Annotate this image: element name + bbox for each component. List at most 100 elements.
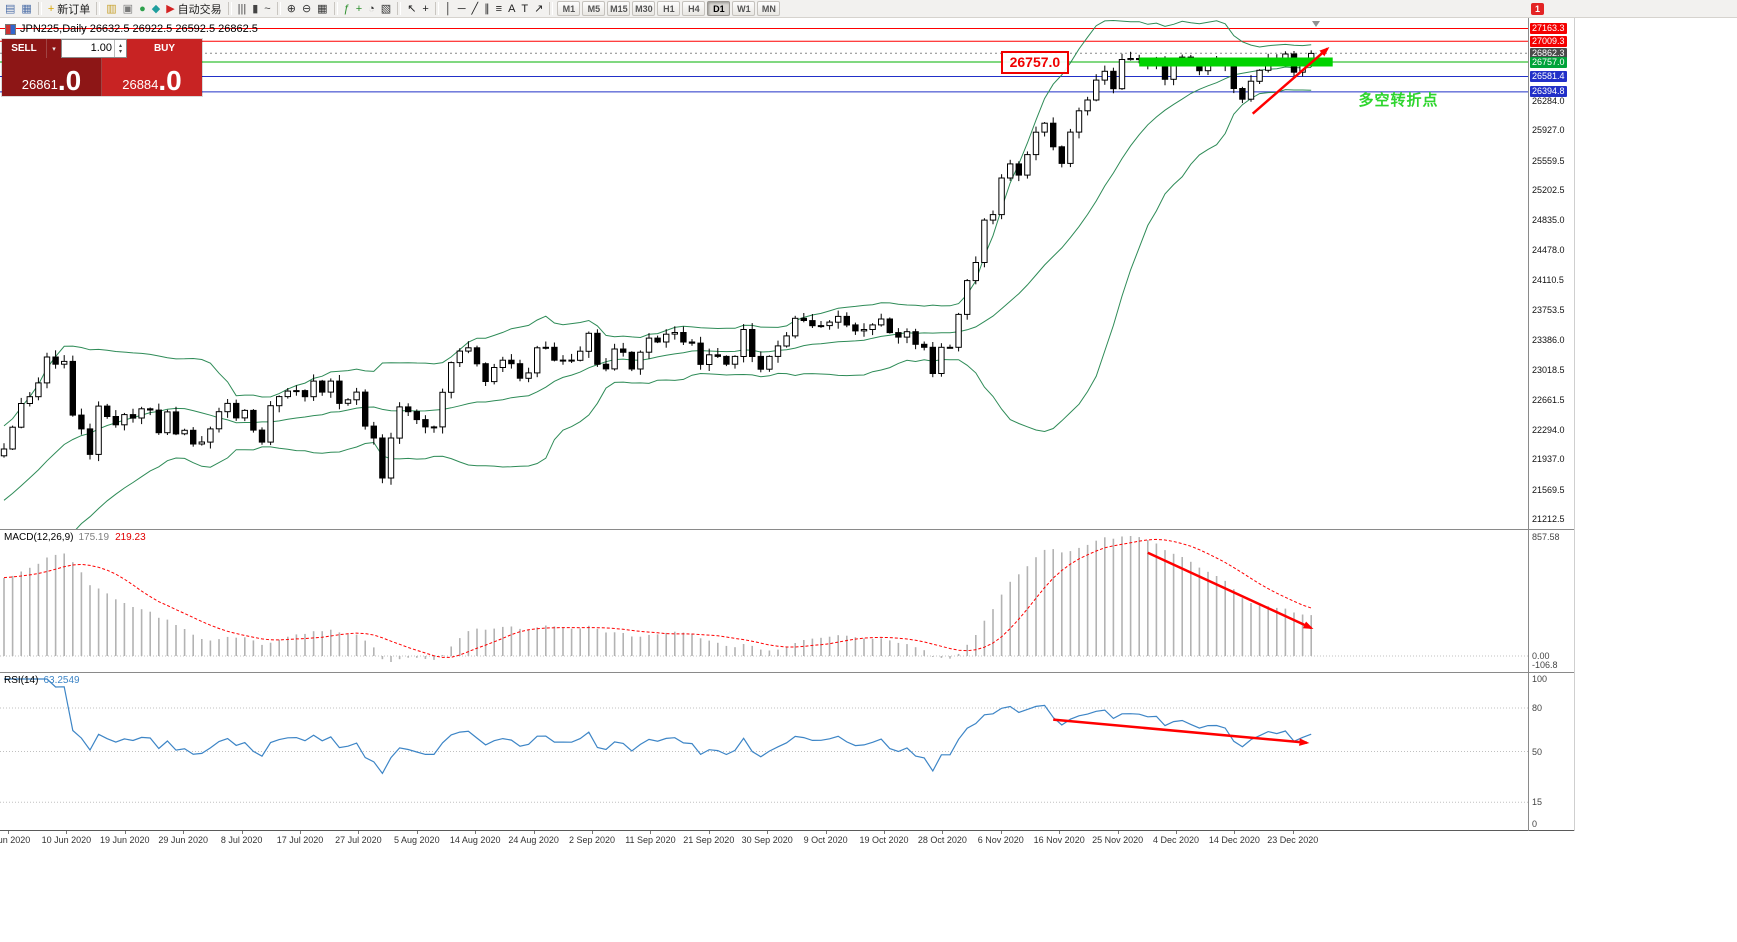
line-chart-icon[interactable]: ~ bbox=[261, 1, 273, 17]
macd-signal-line bbox=[3, 538, 1312, 658]
toolbar-separator bbox=[96, 2, 101, 15]
rsi-chart[interactable] bbox=[0, 673, 1528, 830]
zoom-in-icon[interactable]: ⊕ bbox=[284, 1, 299, 17]
zoom-out-icon[interactable]: ⊖ bbox=[299, 1, 314, 17]
time-axis-label: 27 Jul 2020 bbox=[335, 835, 382, 845]
buy-button[interactable]: BUY bbox=[127, 39, 202, 58]
volume-value[interactable]: 1.00 bbox=[90, 42, 112, 54]
time-axis[interactable]: 1 Jun 2020 10 Jun 2020 19 Jun 2020 29 Jun 2… bbox=[0, 831, 1575, 849]
navigator-icon[interactable]: ● bbox=[136, 1, 149, 17]
templates-icon[interactable]: ▧ bbox=[378, 1, 394, 17]
time-axis-tick bbox=[1059, 831, 1061, 834]
vertical-line-icon[interactable]: │ bbox=[442, 1, 455, 17]
zoom-out-icon: ⊖ bbox=[301, 2, 312, 15]
time-axis-tick bbox=[533, 831, 535, 834]
sell-button[interactable]: SELL bbox=[2, 39, 46, 58]
auto-trading-button: ▶ bbox=[166, 2, 175, 15]
tile-windows-icon[interactable]: ▦ bbox=[314, 1, 330, 17]
tab-timeframe-M30[interactable]: M30 bbox=[632, 1, 656, 16]
turning-point-note[interactable]: 多空转折点 bbox=[1358, 91, 1439, 109]
bar-chart-icon: ||| bbox=[237, 2, 247, 15]
text-label-icon[interactable]: T bbox=[518, 1, 531, 17]
time-axis-label: 29 Jun 2020 bbox=[158, 835, 208, 845]
panel-separator[interactable] bbox=[0, 672, 1575, 673]
price-axis-label: 25202.5 bbox=[1532, 185, 1565, 196]
data-window-icon[interactable]: ▣ bbox=[120, 1, 136, 17]
sell-price-display[interactable]: 26861.0 bbox=[2, 58, 102, 96]
indicators-icon[interactable]: ƒ bbox=[341, 1, 353, 17]
macd-axis[interactable]: 857.58 0.00 -106.8 bbox=[1529, 530, 1574, 672]
rsi-panel[interactable]: RSI(14) 63.2549 bbox=[0, 673, 1528, 830]
crosshair-icon: + bbox=[422, 2, 429, 15]
sell-price-pips: .0 bbox=[57, 65, 82, 96]
bar-chart-icon[interactable]: ||| bbox=[235, 1, 250, 17]
price-callout-box[interactable]: 26757.0 bbox=[1000, 51, 1070, 74]
panel-separator[interactable] bbox=[0, 830, 1575, 831]
periods-icon[interactable]: ◔ bbox=[365, 1, 378, 17]
cursor-icon: ↖ bbox=[407, 2, 417, 15]
symbol-ohlc-text: JPN225,Daily 26632.5 26922.5 26592.5 268… bbox=[20, 23, 258, 35]
new-chart-icon: ▤ bbox=[5, 2, 16, 15]
tab-timeframe-M1[interactable]: M1 bbox=[557, 1, 581, 16]
market-watch-icon[interactable]: ▥ bbox=[103, 1, 119, 17]
arrows-tool-icon[interactable]: ↗ bbox=[531, 1, 546, 17]
tab-timeframe-H1[interactable]: H1 bbox=[657, 1, 681, 16]
panel-separator[interactable] bbox=[0, 529, 1575, 530]
time-axis-tick bbox=[416, 831, 418, 834]
volume-spinner[interactable]: ▴ ▾ bbox=[114, 40, 126, 57]
tab-timeframe-M15[interactable]: M15 bbox=[607, 1, 631, 16]
time-axis-label: 9 Oct 2020 bbox=[803, 835, 848, 845]
tab-timeframe-M5[interactable]: M5 bbox=[582, 1, 606, 16]
cursor-icon[interactable]: ↖ bbox=[404, 1, 419, 17]
time-axis-label: 2 Sep 2020 bbox=[568, 835, 616, 845]
time-axis-tick bbox=[358, 831, 360, 834]
horizontal-line-icon[interactable]: ─ bbox=[455, 1, 469, 17]
periods-icon: ◔ bbox=[368, 2, 375, 15]
trend-arrow bbox=[1251, 46, 1330, 115]
fibonacci-icon[interactable]: ≡ bbox=[493, 1, 505, 17]
auto-trading-button[interactable]: ▶ 自动交易 bbox=[163, 1, 224, 17]
terminal-icon[interactable]: ◆ bbox=[149, 1, 163, 17]
time-axis-tick bbox=[475, 831, 477, 834]
macd-signal-value: 219.23 bbox=[115, 532, 146, 543]
tile-windows-icon: ▦ bbox=[317, 2, 328, 15]
order-type-dropdown[interactable]: ▾ bbox=[46, 39, 61, 58]
new-order-button[interactable]: + 新订单 bbox=[45, 1, 93, 17]
spin-up-icon[interactable]: ▴ bbox=[118, 42, 122, 49]
tab-timeframe-MN[interactable]: MN bbox=[757, 1, 781, 16]
tab-timeframe-D1[interactable]: D1 bbox=[707, 1, 731, 16]
candlestick-chart-icon[interactable]: ▮ bbox=[249, 1, 261, 17]
zoom-in-icon: ⊕ bbox=[286, 2, 296, 15]
time-axis-tick bbox=[767, 831, 769, 834]
new-chart-icon[interactable]: ▤ bbox=[2, 1, 18, 17]
main-chart-plot[interactable]: JPN225,Daily 26632.5 26922.5 26592.5 268… bbox=[0, 18, 1528, 575]
spin-down-icon[interactable]: ▾ bbox=[118, 48, 122, 55]
notification-badge[interactable]: 1 bbox=[1531, 3, 1544, 15]
macd-panel[interactable]: MACD(12,26,9) 175.19 219.23 bbox=[0, 530, 1528, 672]
equidistant-channel-icon[interactable]: ∥ bbox=[481, 1, 493, 17]
rsi-axis[interactable]: 100 80 50 15 0 bbox=[1529, 673, 1574, 830]
candlestick-chart[interactable] bbox=[0, 18, 1528, 575]
macd-chart[interactable] bbox=[0, 530, 1528, 672]
data-window-icon: ▣ bbox=[122, 2, 134, 15]
chart-profiles-icon[interactable]: ▦ bbox=[18, 1, 34, 17]
text-icon[interactable]: A bbox=[505, 1, 518, 17]
fibonacci-icon: ≡ bbox=[495, 2, 503, 15]
price-axis[interactable]: 26284.0 25927.0 25559.5 25202.5 24835.0 24478… bbox=[1529, 18, 1574, 529]
time-axis-label: 28 Oct 2020 bbox=[917, 835, 967, 845]
bollinger-middle-line bbox=[3, 66, 1312, 501]
macd-axis-min: -106.8 bbox=[1532, 660, 1558, 670]
buy-price-display[interactable]: 26884.0 bbox=[102, 58, 202, 96]
volume-input[interactable]: 1.00 ▴ ▾ bbox=[61, 39, 127, 58]
trendline-icon[interactable]: ╱ bbox=[469, 1, 482, 17]
crosshair-icon[interactable]: + bbox=[419, 1, 431, 17]
time-axis-tick bbox=[1292, 831, 1294, 834]
time-axis-label: 14 Aug 2020 bbox=[449, 835, 501, 845]
price-axis-label: 24835.0 bbox=[1532, 215, 1565, 226]
rsi-value: 63.2549 bbox=[43, 675, 80, 686]
tab-timeframe-W1[interactable]: W1 bbox=[732, 1, 756, 16]
time-axis-label: 10 Jun 2020 bbox=[41, 835, 92, 845]
tab-timeframe-H4[interactable]: H4 bbox=[682, 1, 706, 16]
add-indicator-icon[interactable]: + bbox=[353, 1, 365, 17]
price-axis-label: 26284.0 bbox=[1532, 95, 1565, 106]
